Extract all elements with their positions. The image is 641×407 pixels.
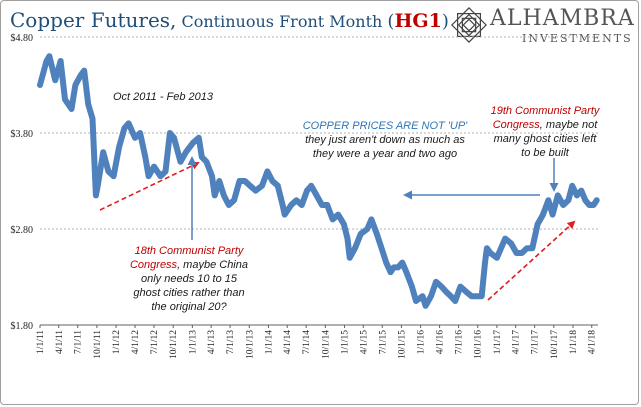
- annotation-not-up-line-1: they just aren't down as much as: [305, 134, 465, 146]
- x-tick-label: 10/1/11: [93, 330, 103, 359]
- x-tick-label: 7/1/12: [150, 330, 160, 355]
- arrow-19th-congress-trend: [487, 220, 576, 301]
- x-tick-label: 4/1/18: [588, 330, 598, 355]
- x-tick-label: 7/1/13: [226, 330, 236, 355]
- x-tick-label: 1/1/13: [188, 330, 198, 355]
- title-sub: Continuous Front Month: [176, 12, 388, 31]
- logo-name: ALHAMBRA: [490, 6, 635, 31]
- x-tick-label: 4/1/15: [359, 330, 369, 355]
- x-tick-label: 4/1/13: [207, 330, 217, 355]
- annotation-not-up-line-2: they were a year and two ago: [312, 148, 458, 160]
- x-tick-label: 1/1/11: [36, 330, 46, 354]
- annotation-period: Oct 2011 - Feb 2013: [112, 91, 214, 103]
- y-tick-label: $3.80: [11, 129, 34, 140]
- annotation-19th-line-2: , maybe not: [539, 119, 598, 131]
- x-tick-label: 4/1/12: [131, 330, 141, 355]
- x-tick-label: 1/1/12: [112, 330, 122, 355]
- annotation-19th-line-4: to be built: [521, 147, 569, 159]
- x-tick-label: 7/1/16: [455, 330, 465, 355]
- y-tick-label: $4.80: [11, 33, 34, 44]
- title-paren-open: (: [387, 11, 395, 32]
- x-tick-label: 10/1/14: [321, 330, 331, 359]
- x-tick-label: 1/1/15: [341, 330, 351, 355]
- x-tick-label: 4/1/16: [436, 330, 446, 355]
- annotation-18th-congress: 18th Communist Party Congress, maybe Chi…: [110, 244, 268, 314]
- x-tick-label: 10/1/16: [474, 330, 484, 359]
- x-tick-label: 1/1/14: [264, 330, 274, 355]
- x-tick-label: 7/1/17: [531, 330, 541, 355]
- annotation-18th-line-1: 18th Communist Party: [134, 245, 244, 257]
- x-tick-label: 4/1/11: [55, 330, 65, 354]
- chart-title: Copper Futures, Continuous Front Month (…: [10, 8, 449, 32]
- x-tick-label: 10/1/13: [245, 330, 255, 359]
- x-tick-label: 4/1/17: [512, 330, 522, 355]
- annotation-19th-congress: 19th Communist Party Congress, maybe not…: [476, 104, 614, 160]
- x-tick-label: 1/1/16: [417, 330, 427, 355]
- annotation-19th-line-1: 19th Communist Party: [490, 105, 600, 117]
- annotation-18th-line-2: , maybe China: [177, 259, 248, 271]
- annotation-18th-line-5: the original 20?: [151, 301, 227, 313]
- title-main: Copper Futures,: [10, 8, 177, 32]
- annotation-19th-congress-word: Congress: [492, 119, 540, 131]
- x-tick-label: 10/1/12: [169, 330, 179, 359]
- x-tick-label: 4/1/14: [283, 330, 293, 355]
- title-symbol: HG1: [394, 10, 442, 32]
- x-tick-label: 10/1/17: [550, 330, 560, 359]
- annotation-18th-line-4: ghost cities rather than: [133, 287, 245, 299]
- y-tick-label: $1.80: [11, 321, 34, 332]
- title-paren-close: ): [441, 11, 449, 32]
- x-tick-label: 10/1/15: [397, 330, 407, 359]
- annotation-18th-congress-word: Congress: [129, 259, 178, 271]
- alhambra-star-icon: [451, 7, 487, 43]
- x-tick-label: 1/1/17: [493, 330, 503, 355]
- series-line-copper: [37, 53, 600, 309]
- arrow-18th-congress-trend: [99, 161, 200, 211]
- annotation-18th-line-3: only needs 10 to 15: [140, 273, 238, 285]
- logo-subtitle: INVESTMENTS: [522, 32, 633, 45]
- x-tick-label: 7/1/14: [302, 330, 312, 355]
- annotation-not-up: COPPER PRICES ARE NOT 'UP' they just are…: [290, 119, 480, 161]
- annotation-19th-line-3: many ghost cities left: [493, 133, 597, 145]
- x-tick-label: 7/1/11: [74, 330, 84, 354]
- x-tick-label: 1/1/18: [569, 330, 579, 355]
- annotation-not-up-headline: COPPER PRICES ARE NOT 'UP': [302, 120, 468, 132]
- y-tick-label: $2.80: [11, 225, 34, 236]
- x-tick-label: 7/1/15: [378, 330, 388, 355]
